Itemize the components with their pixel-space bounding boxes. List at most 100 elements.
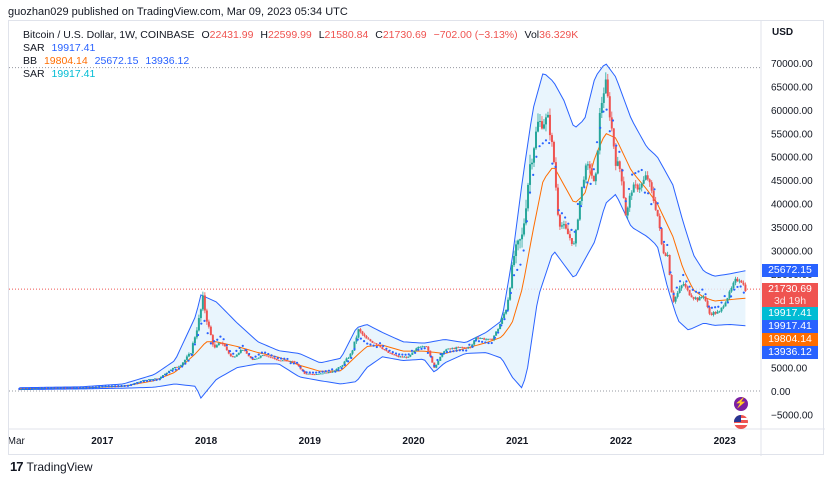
sar-dot bbox=[375, 345, 378, 349]
candle-body bbox=[313, 374, 316, 376]
sar-dot bbox=[315, 371, 318, 374]
sar-dot bbox=[538, 145, 541, 148]
sar-dot bbox=[212, 340, 216, 343]
sar-dot bbox=[519, 263, 522, 266]
candle-body bbox=[32, 388, 35, 390]
y-tick-label: 0.00 bbox=[771, 387, 791, 398]
sar-dot bbox=[75, 386, 78, 389]
sar-label[interactable]: SAR bbox=[23, 42, 45, 54]
candle-body bbox=[582, 179, 585, 187]
candle-body bbox=[363, 334, 366, 337]
sar-dot bbox=[729, 295, 733, 298]
y-tick-label: 65000.00 bbox=[771, 82, 813, 93]
x-tick-label: 2018 bbox=[195, 436, 218, 447]
candle-body bbox=[523, 223, 526, 235]
candle-body bbox=[423, 346, 426, 348]
y-tick-label: 50000.00 bbox=[771, 153, 813, 164]
candle-body bbox=[303, 370, 306, 374]
footer-brand[interactable]: 17 TradingView bbox=[10, 459, 93, 474]
sar-dot bbox=[305, 371, 308, 374]
candle-body bbox=[525, 208, 528, 224]
candle-body bbox=[225, 346, 228, 351]
candle-body bbox=[205, 310, 208, 322]
candle-body bbox=[52, 387, 55, 389]
bb-label[interactable]: BB bbox=[23, 55, 38, 67]
candle-body bbox=[668, 254, 671, 275]
candle-body bbox=[483, 338, 486, 340]
sar-dot bbox=[388, 349, 391, 352]
candle-body bbox=[175, 366, 178, 368]
candle-body bbox=[116, 385, 119, 387]
candle-body bbox=[177, 366, 180, 368]
y-tick-label: 55000.00 bbox=[771, 129, 813, 140]
y-tick-label: −5000.00 bbox=[771, 410, 813, 421]
candle-body bbox=[195, 330, 198, 338]
sar2-label[interactable]: SAR bbox=[23, 68, 45, 80]
candlestick-chart[interactable]: −5000.000.005000.0010000.0015000.0020000… bbox=[9, 21, 825, 456]
y-tick-label: 70000.00 bbox=[771, 59, 813, 70]
candle-body bbox=[628, 195, 631, 208]
candle-body bbox=[159, 376, 162, 379]
candle-body bbox=[550, 135, 553, 142]
sar-dot bbox=[586, 181, 589, 184]
x-tick-label: 2023 bbox=[714, 436, 737, 447]
chart-frame[interactable]: −5000.000.005000.0010000.0015000.0020000… bbox=[8, 20, 825, 456]
candle-body bbox=[411, 352, 414, 355]
candle-body bbox=[441, 353, 444, 357]
candle-body bbox=[566, 228, 569, 235]
candle-body bbox=[48, 387, 51, 389]
lightning-icon[interactable]: ⚡ bbox=[734, 397, 748, 411]
sar-dot bbox=[599, 126, 602, 129]
candle-body bbox=[413, 350, 416, 353]
symbol-title[interactable]: Bitcoin / U.S. Dollar, 1W, COINBASE bbox=[23, 29, 195, 41]
sar-dot bbox=[334, 370, 337, 373]
us-flag-icon[interactable] bbox=[734, 415, 748, 429]
candle-body bbox=[519, 239, 522, 241]
candle-body bbox=[622, 181, 625, 199]
sar-dot bbox=[436, 358, 439, 362]
sar-dot bbox=[27, 387, 31, 390]
candle-body bbox=[233, 356, 236, 358]
sar-dot bbox=[24, 387, 27, 390]
sar-dot bbox=[477, 340, 481, 343]
candle-body bbox=[505, 309, 508, 314]
candle-body bbox=[173, 366, 176, 369]
sar-value: 19917.41 bbox=[51, 42, 96, 54]
sar-dot bbox=[152, 379, 155, 382]
candle-body bbox=[461, 346, 464, 348]
candle-body bbox=[213, 344, 216, 348]
candle-body bbox=[598, 113, 601, 151]
sar-dot bbox=[66, 386, 69, 390]
bb-basis-value: 19804.14 bbox=[43, 55, 88, 67]
candle-body bbox=[644, 175, 647, 180]
candle-body bbox=[574, 229, 577, 244]
sar-dot bbox=[366, 342, 369, 345]
sar-dot bbox=[206, 332, 209, 335]
candle-body bbox=[255, 358, 258, 360]
candle-body bbox=[634, 184, 637, 186]
sar-dot bbox=[225, 344, 228, 347]
candle-body bbox=[632, 184, 635, 193]
sar-dot bbox=[682, 273, 685, 277]
sar-dot bbox=[736, 285, 739, 289]
candle-body bbox=[542, 124, 545, 129]
candle-body bbox=[473, 340, 476, 345]
candle-body bbox=[606, 79, 609, 97]
candle-body bbox=[201, 295, 204, 310]
sar-dot bbox=[669, 271, 672, 274]
candle-body bbox=[604, 79, 607, 94]
currency-label[interactable]: USD bbox=[772, 27, 794, 38]
candle-body bbox=[734, 278, 737, 283]
candle-body bbox=[714, 312, 717, 314]
candle-body bbox=[536, 121, 539, 132]
sar-dot bbox=[723, 294, 726, 298]
sar-dot bbox=[455, 349, 458, 352]
candle-body bbox=[223, 344, 226, 347]
candle-body bbox=[650, 182, 653, 191]
candle-body bbox=[199, 309, 202, 319]
candle-body bbox=[580, 186, 583, 201]
candle-body bbox=[708, 307, 711, 314]
candle-body bbox=[68, 387, 71, 389]
sar-dot bbox=[452, 350, 455, 353]
sar-dot bbox=[257, 353, 260, 356]
